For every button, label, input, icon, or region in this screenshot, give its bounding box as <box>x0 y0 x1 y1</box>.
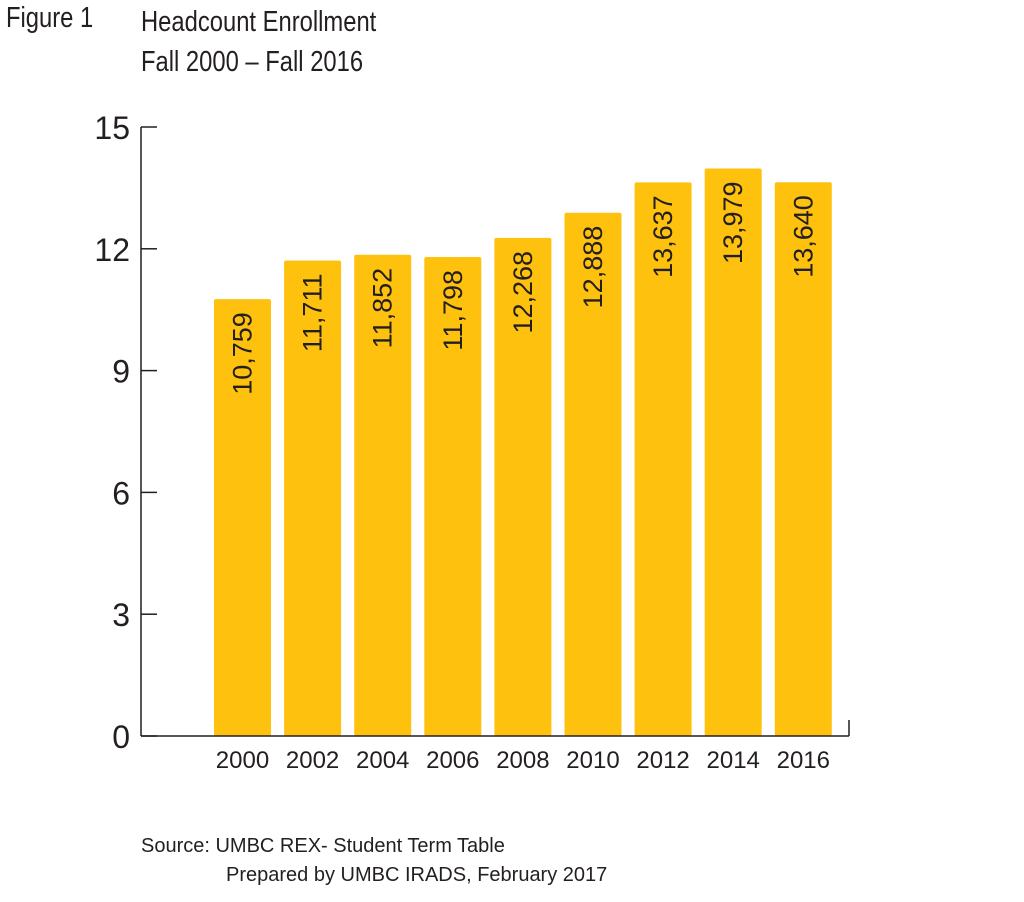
x-tick-label-2002: 2002 <box>286 747 339 774</box>
x-tick-label-2012: 2012 <box>636 747 689 774</box>
y-tick-label-15: 15 <box>94 110 130 146</box>
y-tick-label-6: 6 <box>112 475 130 511</box>
x-tick-label-2008: 2008 <box>496 747 549 774</box>
data-label-2000: 10,759 <box>228 312 258 395</box>
bars-group <box>214 168 832 737</box>
data-label-2010: 12,888 <box>578 226 608 309</box>
x-tick-label-2004: 2004 <box>356 747 409 774</box>
x-tick-label-2014: 2014 <box>707 747 760 774</box>
data-label-2006: 11,798 <box>438 270 468 351</box>
labels-group: 10,759 2000 11,711 2002 11,852 2004 11,798 2006… <box>94 110 830 774</box>
bar-2008 <box>494 237 552 737</box>
source-note: Source: UMBC REX- Student Term Table Pre… <box>141 832 607 890</box>
bar-2006 <box>424 257 482 736</box>
bar-2002 <box>284 260 342 736</box>
chart-title-line2: Fall 2000 – Fall 2016 <box>141 46 364 78</box>
bar-2012 <box>634 182 692 737</box>
axes-group <box>140 126 850 737</box>
data-label-2014: 13,979 <box>718 181 748 264</box>
x-tick-label-2000: 2000 <box>216 747 269 774</box>
data-label-2002: 11,711 <box>298 274 328 353</box>
x-tick-label-2016: 2016 <box>777 747 830 774</box>
source-line: Source: UMBC REX- Student Term Table <box>141 835 505 857</box>
chart-title-line1: Headcount Enrollment <box>141 6 377 38</box>
y-tick-label-0: 0 <box>112 719 130 755</box>
bar-2016 <box>774 182 832 736</box>
bar-2010 <box>564 212 622 736</box>
data-label-2008: 12,268 <box>508 251 538 334</box>
data-label-2012: 13,637 <box>648 195 678 278</box>
prepared-by-line: Prepared by UMBC IRADS, February 2017 <box>226 864 608 886</box>
x-tick-label-2006: 2006 <box>426 747 479 774</box>
bar-2004 <box>354 254 412 736</box>
y-tick-label-3: 3 <box>112 597 130 633</box>
figure-label: Figure 1 <box>6 2 94 34</box>
y-tick-label-12: 12 <box>94 232 130 268</box>
bar-2000 <box>214 299 271 736</box>
x-tick-label-2010: 2010 <box>566 747 619 774</box>
bar-2014 <box>704 168 762 736</box>
y-tick-label-9: 9 <box>112 354 130 390</box>
chart-title: Headcount Enrollment Fall 2000 – Fall 20… <box>141 2 376 82</box>
data-label-2016: 13,640 <box>788 195 818 278</box>
data-label-2004: 11,852 <box>368 268 398 349</box>
